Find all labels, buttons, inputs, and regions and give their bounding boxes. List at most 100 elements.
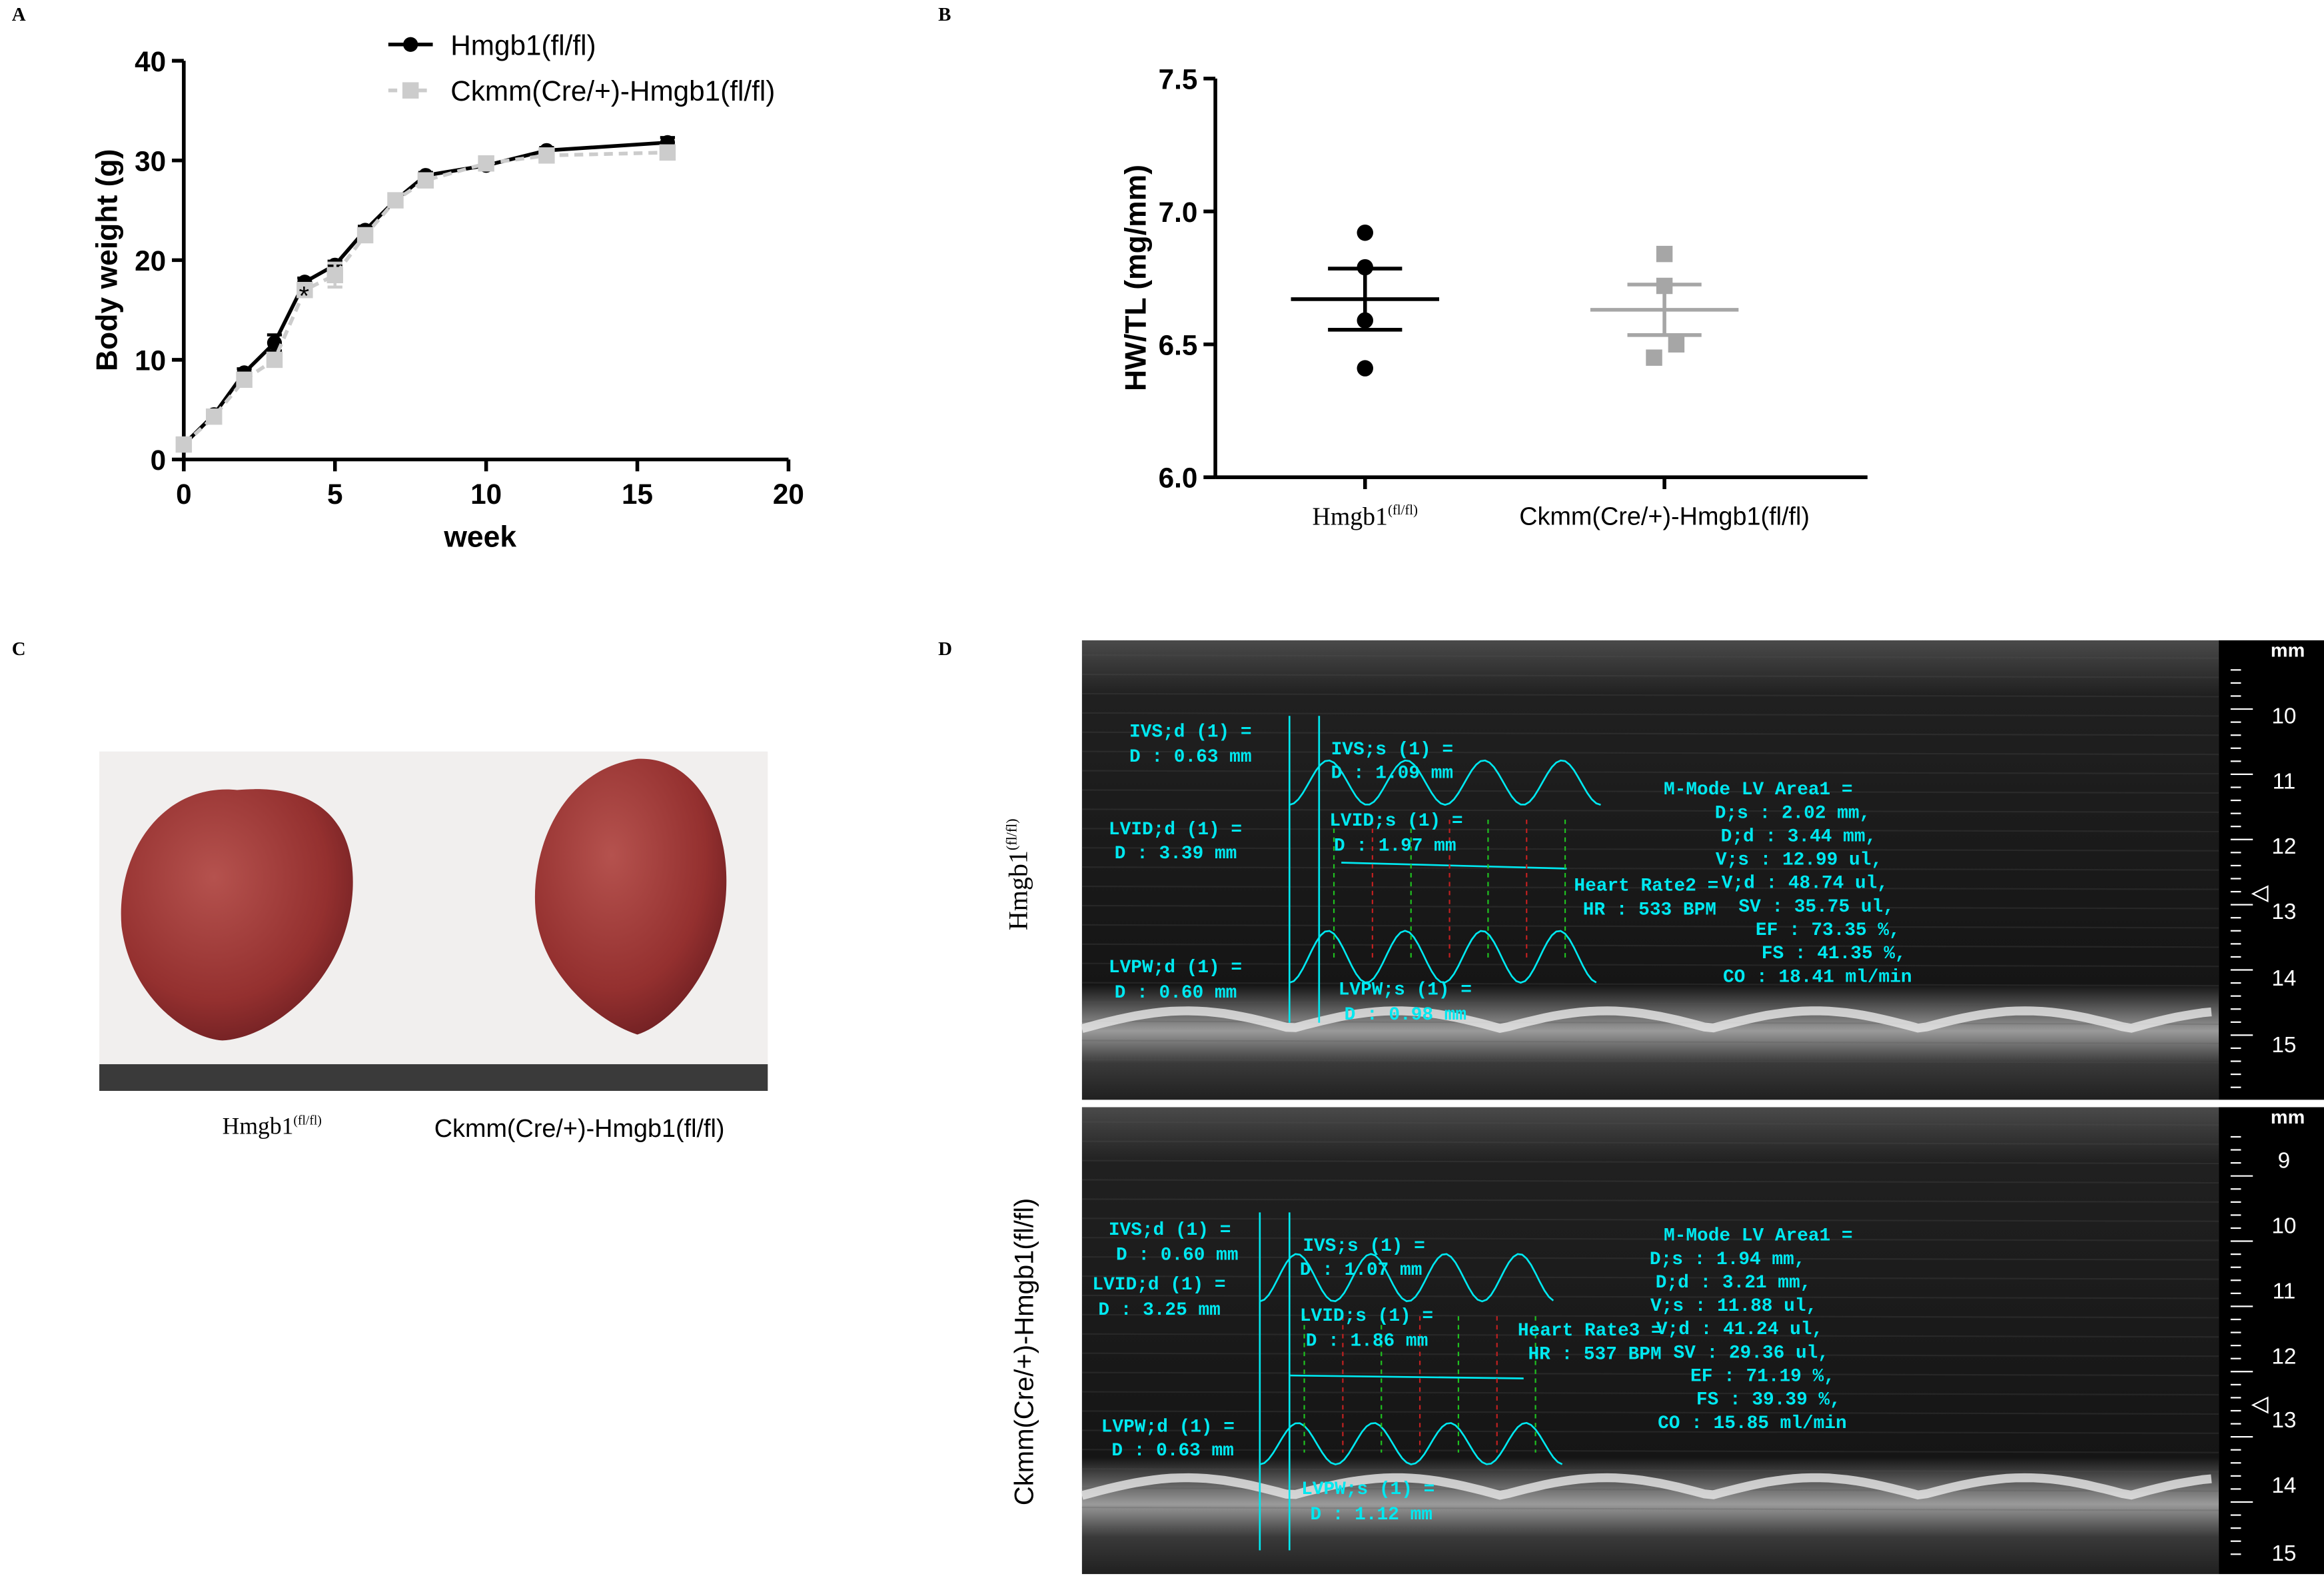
- echo-texture: [1081, 828, 2219, 832]
- echo-ruler: [2219, 640, 2324, 1100]
- echo-texture: [1081, 808, 2219, 813]
- point: [659, 144, 676, 161]
- point: [478, 155, 494, 172]
- echo-wall: [1081, 1473, 2212, 1500]
- echo-texture: [1081, 1217, 2219, 1222]
- echo-label: LVID;s (1) =: [1329, 811, 1462, 832]
- echo-label: Heart Rate3 =: [1518, 1321, 1662, 1341]
- echo-texture: [1081, 847, 2219, 852]
- echo-label: D : 0.60 mm: [1115, 983, 1237, 1004]
- echo-texture: [1081, 962, 2219, 968]
- x-tick-label-text: Ckmm(Cre/+)-Hmgb1(fl/fl): [1519, 502, 1810, 530]
- point: [267, 335, 283, 351]
- x-tick-label: Hmgb1(fl/fl): [1313, 502, 1418, 530]
- legend-marker: [403, 37, 418, 52]
- ruler-label: 15: [2271, 1541, 2296, 1566]
- point: [326, 267, 343, 284]
- echo-label: D : 1.12 mm: [1310, 1505, 1433, 1525]
- point: [296, 281, 313, 299]
- x-tick-label: 20: [773, 478, 804, 510]
- echo-label: D : 0.63 mm: [1129, 747, 1252, 768]
- echo-trace: [1259, 1421, 1563, 1465]
- y-tick-label: 30: [135, 145, 166, 177]
- echo-summary: M-Mode LV Area1 =: [1664, 780, 1853, 800]
- y-tick-label: 20: [135, 245, 166, 277]
- echo-texture: [1081, 1237, 2219, 1241]
- echo-texture: [1081, 1506, 2219, 1511]
- echo-label: IVS;s (1) =: [1303, 1236, 1425, 1257]
- x-tick-label: Ckmm(Cre/+)-Hmgb1(fl/fl): [1519, 502, 1810, 530]
- echo-side-label: Hmgb1(fl/fl): [1003, 818, 1033, 930]
- x-tick-label-text: Hmgb1: [1313, 502, 1388, 530]
- ruler-label: 12: [2271, 834, 2296, 859]
- ruler-label: 10: [2271, 1214, 2296, 1239]
- ruler-label: 11: [2273, 1279, 2296, 1303]
- y-tick-label: 40: [135, 46, 166, 77]
- legend-marker: [402, 82, 419, 99]
- point: [1357, 224, 1373, 241]
- point: [1357, 360, 1373, 377]
- echo-texture: [1081, 1352, 2219, 1357]
- echo-texture: [1081, 692, 2219, 698]
- echo-label: LVID;s (1) =: [1300, 1306, 1433, 1327]
- echo-summary: D;s : 2.02 mm,: [1715, 803, 1871, 824]
- echo-texture: [1081, 1429, 2219, 1434]
- echo-texture: [1081, 673, 2219, 678]
- echo-trace: [1259, 1253, 1554, 1303]
- y-axis-title: HW/TL (mg/mm): [1120, 165, 1153, 391]
- echo-texture: [1081, 866, 2219, 871]
- ruler-unit: mm: [2271, 640, 2305, 661]
- echo-texture: [1081, 943, 2219, 948]
- echo-summary: FS : 41.35 %,: [1762, 944, 1906, 964]
- ruler-label: 10: [2271, 704, 2296, 728]
- legend-label: Ckmm(Cre/+)-Hmgb1(fl/fl): [450, 75, 775, 107]
- echo-label: LVPW;d (1) =: [1109, 958, 1242, 978]
- x-tick-label: 5: [327, 478, 343, 510]
- echo-image: [1081, 1107, 2219, 1575]
- point: [1656, 245, 1673, 263]
- echo-texture: [1081, 1059, 2219, 1064]
- x-tick-label-sup: (fl/fl): [1388, 502, 1418, 518]
- photo-label: Ckmm(Cre/+)-Hmgb1(fl/fl): [434, 1115, 725, 1143]
- ruler-label: 11: [2273, 769, 2296, 794]
- echo-summary: V;d : 41.24 ul,: [1656, 1319, 1823, 1340]
- echo-texture: [1081, 789, 2219, 794]
- series-line: [182, 151, 668, 446]
- echo-summary: D;s : 1.94 mm,: [1650, 1249, 1806, 1270]
- echo-trace: [1289, 930, 1597, 984]
- ruler-label: 9: [2278, 1149, 2291, 1174]
- echo-texture: [1081, 1391, 2219, 1396]
- panel-label: D: [938, 638, 952, 660]
- echo-texture: [1081, 1294, 2219, 1299]
- x-tick-label: 10: [470, 478, 502, 510]
- echo-texture: [1081, 712, 2219, 717]
- echo-texture: [1081, 731, 2219, 736]
- echo-texture: [1081, 1371, 2219, 1377]
- y-tick-label: 0: [151, 444, 167, 476]
- point: [205, 408, 223, 425]
- echo-label: LVPW;s (1) =: [1339, 980, 1472, 1000]
- ruler-label: 13: [2271, 1408, 2296, 1433]
- echo-summary: V;d : 48.74 ul,: [1722, 874, 1888, 894]
- echo-caliper: [1289, 1374, 1524, 1379]
- echo-summary: V;s : 12.99 ul,: [1716, 850, 1882, 871]
- echo-texture: [1081, 1410, 2219, 1415]
- photo-label-text: Hmgb1: [223, 1113, 294, 1140]
- panel-label: A: [12, 4, 26, 25]
- point: [236, 371, 253, 389]
- y-tick-label: 7.5: [1159, 63, 1198, 95]
- echo-texture: [1081, 1333, 2219, 1338]
- echo-summary: M-Mode LV Area1 =: [1664, 1226, 1853, 1247]
- echo-texture: [1081, 1313, 2219, 1319]
- echo-texture: [1081, 1449, 2219, 1453]
- photo-ruler: [99, 1064, 768, 1092]
- y-tick-label: 7.0: [1159, 197, 1198, 228]
- echo-texture: [1081, 750, 2219, 756]
- echo-label: Heart Rate2 =: [1574, 876, 1718, 897]
- echo-texture: [1081, 1040, 2219, 1044]
- echo-texture: [1081, 982, 2219, 987]
- echo-label: D : 0.63 mm: [1111, 1441, 1234, 1461]
- panel-label: B: [938, 4, 951, 25]
- echo-label: IVS;s (1) =: [1331, 740, 1454, 760]
